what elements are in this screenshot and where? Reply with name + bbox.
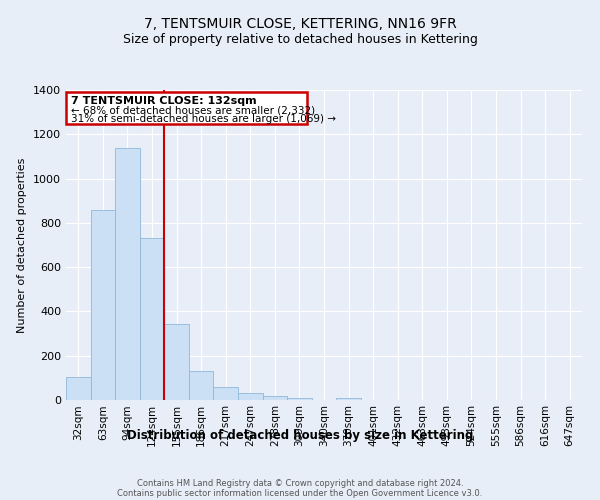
Text: Contains HM Land Registry data © Crown copyright and database right 2024.: Contains HM Land Registry data © Crown c… <box>137 478 463 488</box>
Bar <box>238 394 263 400</box>
Text: Size of property relative to detached houses in Kettering: Size of property relative to detached ho… <box>122 32 478 46</box>
Text: 7 TENTSMUIR CLOSE: 132sqm: 7 TENTSMUIR CLOSE: 132sqm <box>71 96 257 106</box>
Text: ← 68% of detached houses are smaller (2,332): ← 68% of detached houses are smaller (2,… <box>71 106 316 116</box>
Bar <box>287 398 312 400</box>
Text: 7, TENTSMUIR CLOSE, KETTERING, NN16 9FR: 7, TENTSMUIR CLOSE, KETTERING, NN16 9FR <box>143 18 457 32</box>
Bar <box>263 396 287 400</box>
Text: 31% of semi-detached houses are larger (1,069) →: 31% of semi-detached houses are larger (… <box>71 114 337 124</box>
Bar <box>140 238 164 400</box>
Bar <box>91 210 115 400</box>
Text: Contains public sector information licensed under the Open Government Licence v3: Contains public sector information licen… <box>118 488 482 498</box>
Bar <box>214 386 238 400</box>
Y-axis label: Number of detached properties: Number of detached properties <box>17 158 28 332</box>
FancyBboxPatch shape <box>67 92 307 124</box>
Bar <box>115 148 140 400</box>
Text: Distribution of detached houses by size in Kettering: Distribution of detached houses by size … <box>127 430 473 442</box>
Bar <box>164 324 189 400</box>
Bar <box>66 377 91 400</box>
Bar <box>336 398 361 400</box>
Bar <box>189 371 214 400</box>
